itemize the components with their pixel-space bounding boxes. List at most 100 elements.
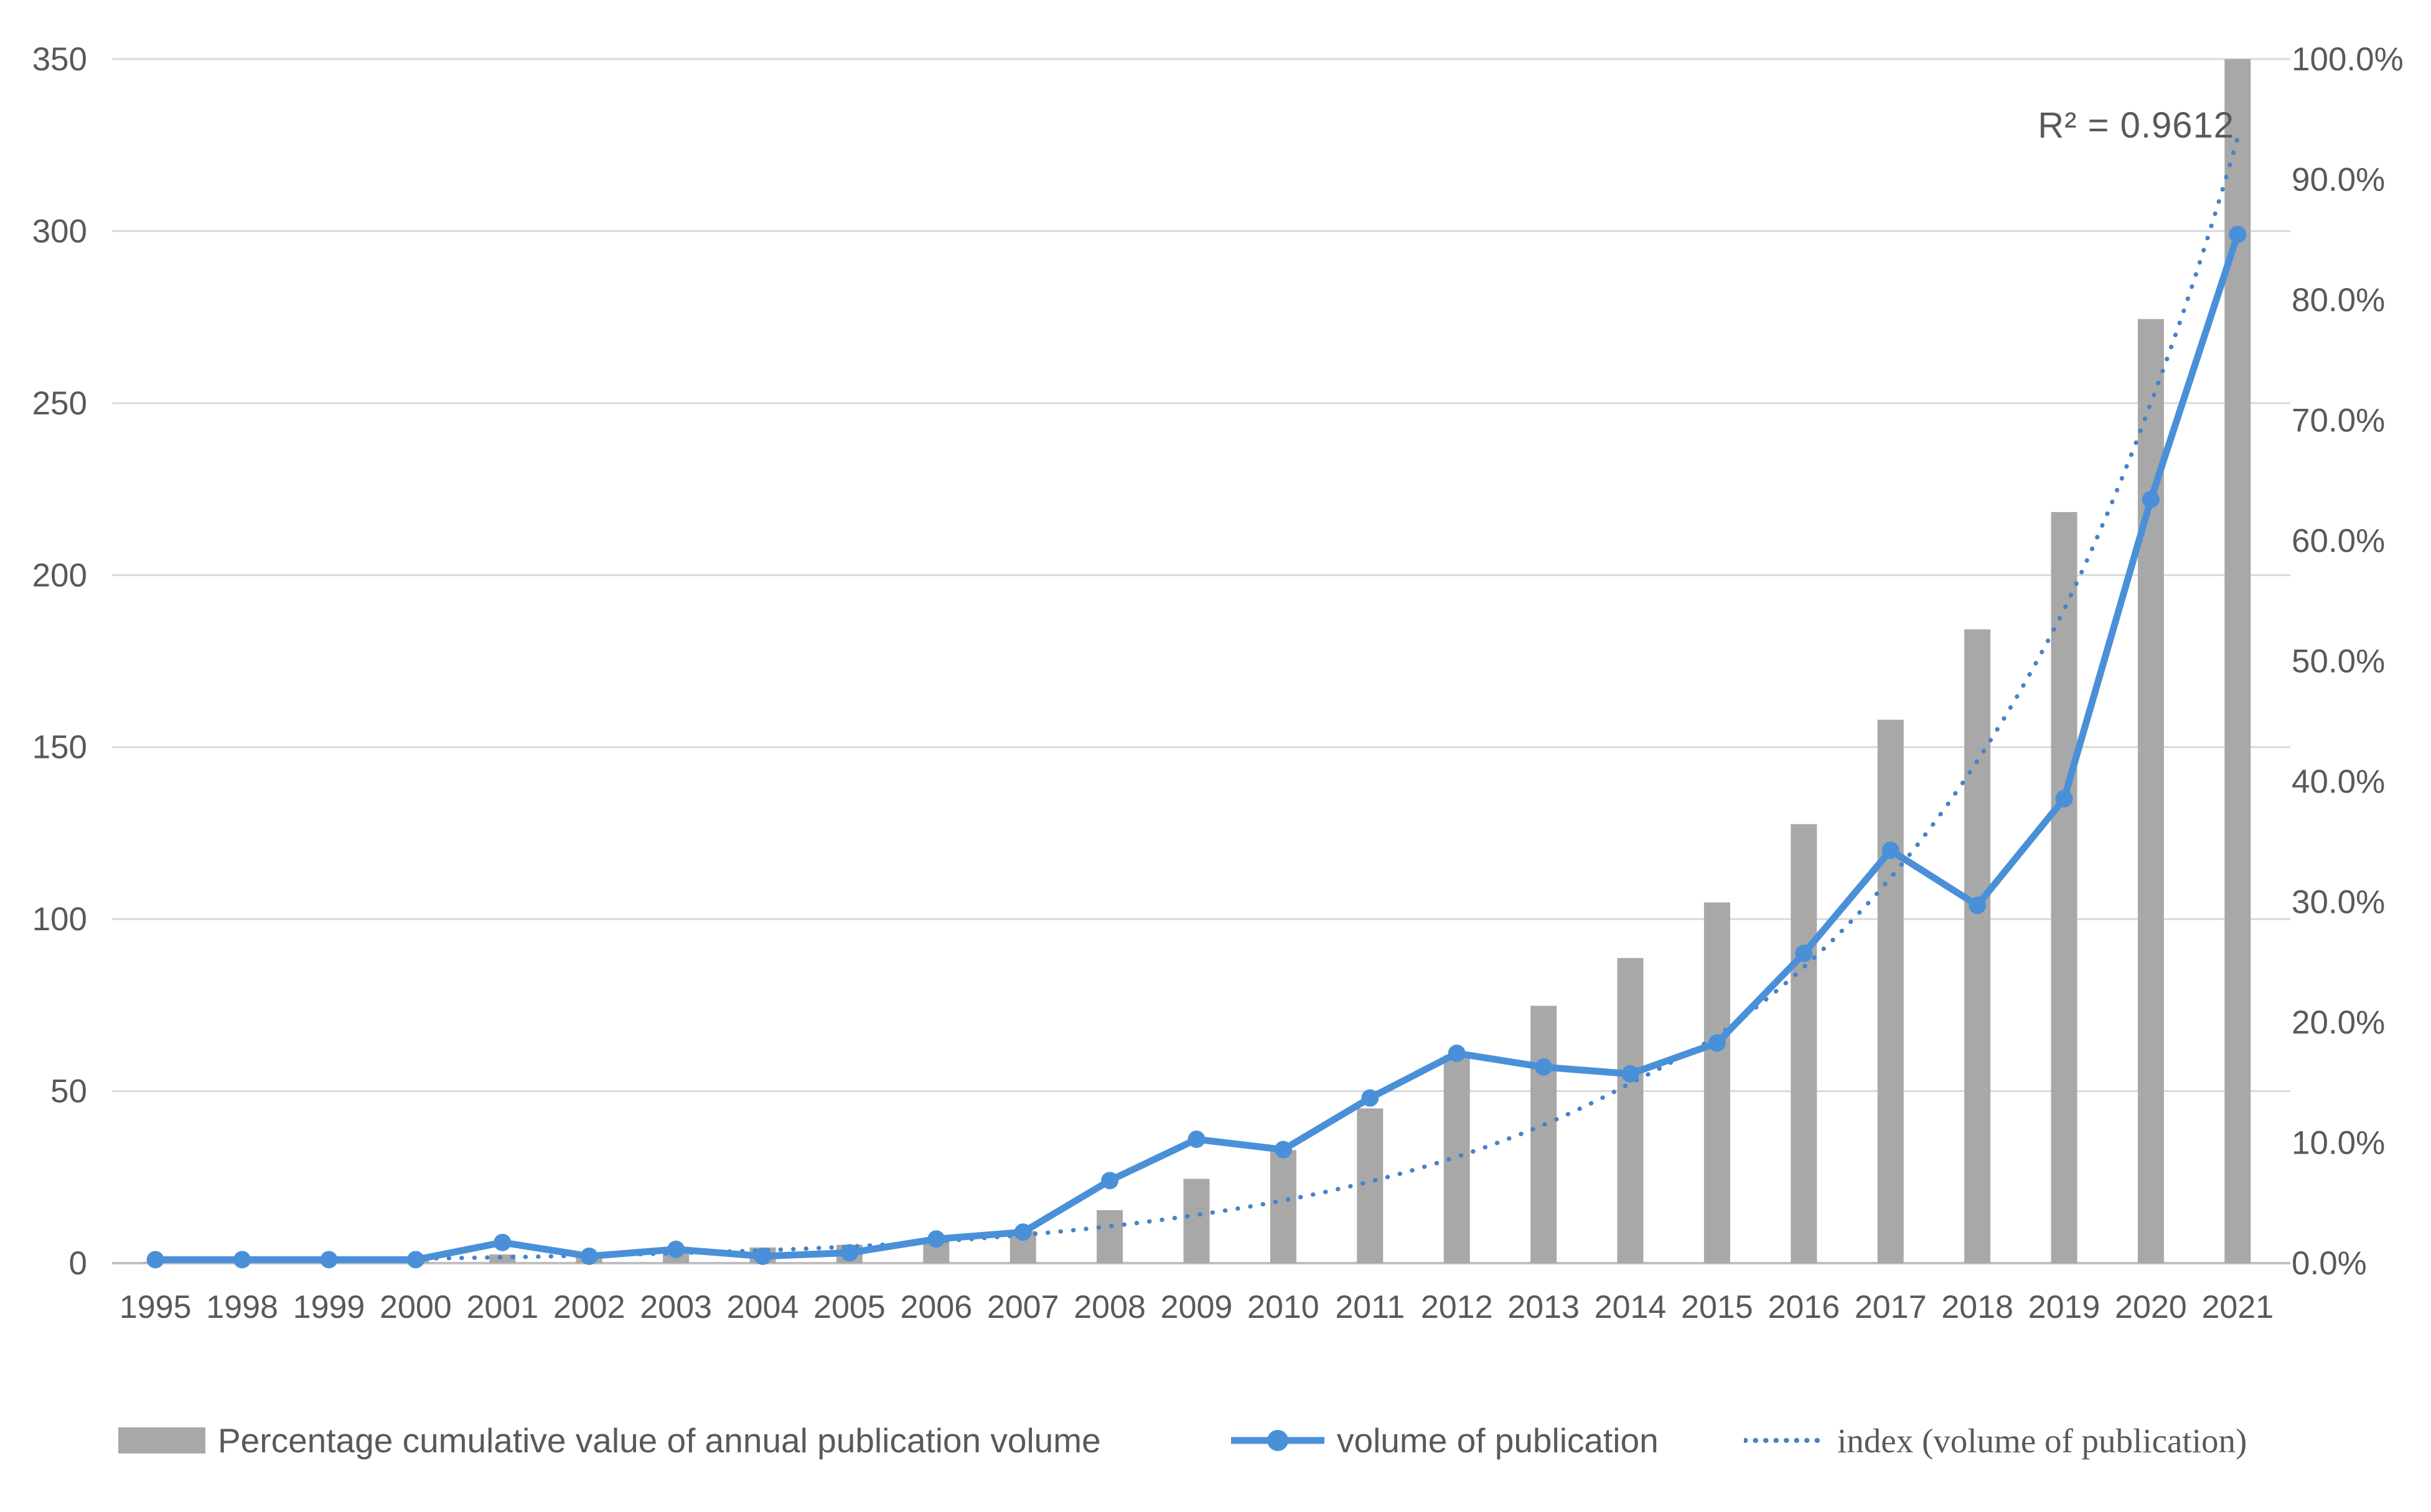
volume-marker (320, 1251, 338, 1269)
cumulative-bar (1964, 629, 1991, 1263)
trendline-path (153, 136, 2240, 1264)
volume-marker (1274, 1141, 1292, 1159)
volume-marker (2055, 790, 2073, 808)
right-axis-tick-label: 80.0% (2292, 282, 2385, 319)
trendline-index (153, 136, 2240, 1264)
volume-marker (1361, 1089, 1379, 1107)
left-axis-tick-label: 350 (32, 41, 87, 78)
r-squared-annotation: R² = 0.9612 (2038, 105, 2234, 146)
x-axis-year-label: 2009 (1161, 1289, 1233, 1325)
cumulative-bar (489, 1254, 516, 1263)
x-axis-year-label: 2005 (813, 1289, 886, 1325)
right-axis-tick-label: 40.0% (2292, 763, 2385, 800)
volume-marker (146, 1251, 164, 1269)
x-axis-year-label: 2019 (2028, 1289, 2101, 1325)
gridlines (112, 58, 2290, 1264)
x-axis-year-label: 2002 (553, 1289, 625, 1325)
volume-marker (1101, 1172, 1119, 1190)
x-axis-year-label: 2006 (900, 1289, 972, 1325)
left-axis-tick-label: 50 (50, 1073, 87, 1110)
right-axis-tick-label: 0.0% (2292, 1245, 2367, 1282)
left-axis-tick-label: 100 (32, 901, 87, 938)
volume-marker (1795, 945, 1813, 963)
x-axis-year-label: 2010 (1247, 1289, 1319, 1325)
cumulative-bar (1791, 824, 1817, 1263)
volume-marker (1448, 1044, 1466, 1062)
right-axis-tick-label: 70.0% (2292, 403, 2385, 439)
left-axis-tick-label: 250 (32, 385, 87, 422)
legend-item-cumulative-bars: Percentage cumulative value of annual pu… (118, 1412, 1101, 1468)
volume-marker (840, 1244, 858, 1262)
x-axis-year-label: 2014 (1595, 1289, 1667, 1325)
right-axis-tick-label: 50.0% (2292, 643, 2385, 680)
volume-marker (494, 1233, 512, 1251)
right-axis-tick-label: 30.0% (2292, 884, 2385, 921)
right-axis-tick-label: 10.0% (2292, 1125, 2385, 1162)
volume-marker (2142, 490, 2160, 508)
volume-marker (1535, 1058, 1553, 1076)
x-axis-year-label: 2020 (2115, 1289, 2187, 1325)
x-axis-year-label: 2001 (466, 1289, 538, 1325)
x-axis-year-label: 2008 (1074, 1289, 1146, 1325)
volume-marker (1969, 897, 1987, 915)
legend-item-volume-line: volume of publication (1231, 1412, 1659, 1468)
legend-label-trendline: index (volume of publication) (1837, 1421, 2247, 1460)
left-axis-tick-label: 200 (32, 557, 87, 594)
left-axis-tick-label: 0 (69, 1245, 87, 1282)
cumulative-bar (1183, 1178, 1210, 1263)
cumulative-bar (1877, 719, 1904, 1263)
x-axis-year-label: 2017 (1855, 1289, 1927, 1325)
right-axis-tick-label: 100.0% (2292, 41, 2404, 78)
trendline-swatch-icon (1744, 1438, 1825, 1443)
legend-label-volume-line: volume of publication (1337, 1421, 1659, 1460)
cumulative-bar (1357, 1108, 1384, 1263)
x-axis-year-label: 2000 (380, 1289, 452, 1325)
right-axis-tick-label: 20.0% (2292, 1004, 2385, 1041)
volume-marker (1187, 1130, 1206, 1148)
left-axis-tick-label: 150 (32, 729, 87, 766)
x-axis-year-label: 1995 (119, 1289, 192, 1325)
x-axis-year-label: 2018 (1941, 1289, 2013, 1325)
x-axis-year-label: 2016 (1768, 1289, 1840, 1325)
x-axis-year-label: 1999 (293, 1289, 365, 1325)
volume-marker (667, 1240, 685, 1258)
x-axis-labels: 1995 1998 1999 2000 2001 2002 2003 2004 2005 2006… (119, 1289, 2274, 1325)
volume-marker (1621, 1065, 1639, 1083)
cumulative-bar (1703, 902, 1730, 1263)
volume-marker (1014, 1223, 1032, 1241)
right-axis-tick-label: 90.0% (2292, 162, 2385, 198)
x-axis-year-label: 2004 (727, 1289, 799, 1325)
cumulative-percentage-bars (142, 59, 2251, 1263)
volume-marker (233, 1251, 251, 1269)
volume-marker (754, 1247, 772, 1265)
right-axis-tick-label: 60.0% (2292, 523, 2385, 559)
line-series-swatch-icon (1231, 1430, 1324, 1451)
left-axis-tick-label: 300 (32, 213, 87, 250)
cumulative-bar (1617, 958, 1644, 1263)
cumulative-bar (1530, 1006, 1557, 1263)
x-axis-year-label: 2003 (640, 1289, 712, 1325)
left-axis-labels: 0 50 100 150 200 250 300 350 (32, 41, 87, 1282)
cumulative-bar (1270, 1150, 1296, 1263)
x-axis-year-label: 2021 (2201, 1289, 2274, 1325)
volume-marker (2229, 225, 2247, 243)
x-axis-year-label: 2015 (1681, 1289, 1753, 1325)
chart-legend: Percentage cumulative value of annual pu… (0, 1412, 2431, 1481)
volume-marker (1708, 1034, 1726, 1052)
volume-marker (580, 1247, 598, 1265)
cumulative-bar (2051, 511, 2077, 1263)
volume-marker (927, 1230, 945, 1248)
bar-series-swatch-icon (118, 1427, 205, 1454)
right-axis-labels: 0.0% 10.0% 20.0% 30.0% 40.0% 50.0% 60.0% 70.0% 8… (2292, 41, 2404, 1282)
x-axis-year-label: 1998 (206, 1289, 278, 1325)
x-axis-year-label: 2012 (1421, 1289, 1493, 1325)
volume-line-series (146, 225, 2247, 1269)
volume-marker (406, 1251, 424, 1269)
x-axis-year-label: 2013 (1507, 1289, 1580, 1325)
x-axis-year-label: 2011 (1335, 1289, 1405, 1325)
x-axis-year-label: 2007 (987, 1289, 1059, 1325)
volume-marker (1881, 841, 1899, 859)
cumulative-bar (1097, 1210, 1123, 1263)
